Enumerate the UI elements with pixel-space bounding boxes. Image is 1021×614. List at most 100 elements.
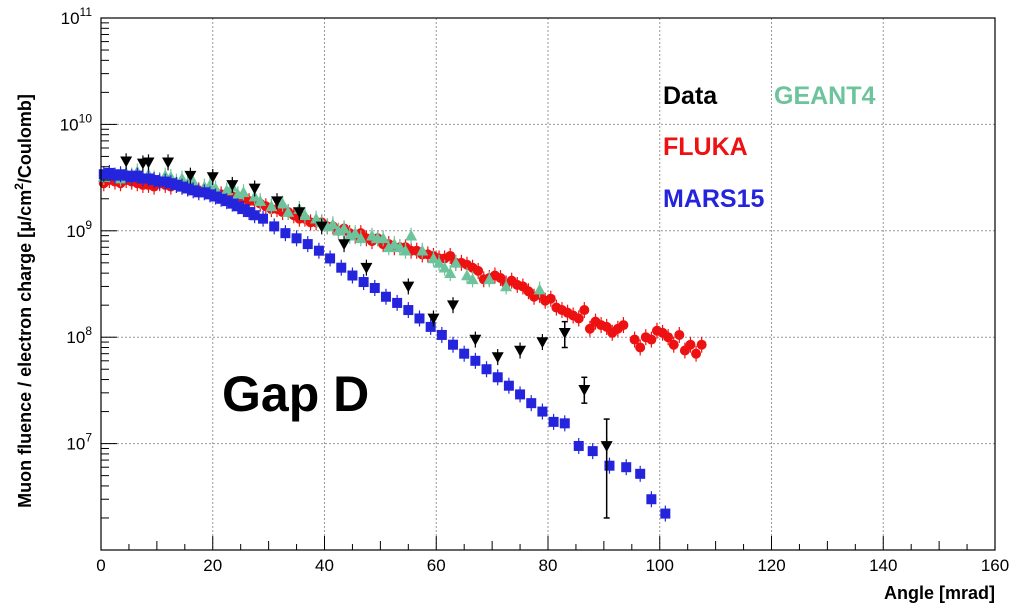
data-point	[587, 446, 598, 457]
data-point	[165, 178, 176, 189]
data-point	[120, 156, 133, 168]
data-point	[326, 218, 339, 230]
data-point	[668, 339, 679, 350]
data-point	[171, 179, 182, 190]
x-tick-label: 140	[869, 556, 897, 575]
data-point	[604, 460, 615, 471]
data-point	[399, 244, 412, 256]
data-point	[448, 339, 459, 350]
series-mars15	[98, 164, 671, 522]
data-point	[248, 183, 261, 195]
tick-labels: 0 20 40 60 80 100 120 140 160 107 108 109 1010 1011	[60, 5, 1009, 575]
data-point	[338, 239, 351, 251]
data-point	[226, 180, 239, 191]
data-point	[377, 232, 390, 244]
data-point	[646, 494, 657, 505]
x-axis-title: Angle [mrad]	[884, 583, 995, 603]
x-tick-label: 120	[757, 556, 785, 575]
data-point	[646, 334, 657, 345]
data-point	[548, 416, 559, 427]
x-tick-label: 100	[646, 556, 674, 575]
data-point	[503, 380, 514, 391]
data-point	[336, 262, 347, 273]
series-data	[120, 153, 613, 519]
y-tick-label: 109	[66, 218, 92, 241]
data-point	[492, 372, 503, 383]
data-point	[313, 245, 324, 256]
data-point	[154, 176, 165, 187]
data-point	[447, 300, 460, 312]
data-point	[349, 227, 362, 238]
x-tick-label: 60	[427, 556, 446, 575]
data-point	[310, 212, 323, 224]
data-point	[360, 262, 373, 274]
data-point	[237, 186, 250, 198]
data-point	[258, 213, 269, 224]
data-point	[470, 355, 481, 366]
data-point	[500, 280, 513, 292]
y-tick-label: 1010	[60, 111, 93, 134]
data-point	[449, 256, 462, 268]
data-point	[162, 157, 175, 169]
data-point	[271, 196, 284, 208]
data-point	[427, 252, 440, 264]
data-point	[536, 337, 549, 349]
data-point	[265, 200, 278, 212]
data-point	[325, 253, 336, 264]
data-point	[210, 191, 221, 202]
data-point	[674, 329, 685, 340]
axes	[100, 17, 996, 551]
data-point	[369, 283, 380, 294]
data-point	[249, 210, 260, 221]
data-point	[302, 239, 313, 250]
data-point	[425, 321, 436, 332]
data-point	[618, 320, 629, 331]
data-point	[291, 233, 302, 244]
y-tick-label: 107	[66, 431, 92, 454]
data-point	[104, 167, 115, 178]
data-point	[276, 197, 289, 209]
data-point	[354, 232, 367, 244]
data-point	[254, 195, 267, 206]
data-point	[414, 313, 425, 324]
data-point	[204, 189, 215, 200]
data-point	[438, 261, 451, 273]
data-point	[203, 178, 216, 190]
data-point	[115, 169, 126, 180]
data-point	[573, 440, 584, 451]
data-point	[559, 418, 570, 429]
data-point	[459, 348, 470, 359]
data-point	[696, 339, 707, 350]
data-point	[232, 201, 243, 212]
data-point	[143, 173, 154, 184]
data-point	[392, 297, 403, 308]
data-point	[221, 196, 232, 207]
data-point	[635, 468, 646, 479]
data-point	[621, 462, 632, 473]
y-axis-title: Muon fluence / electron charge [μ/cm2/Co…	[12, 94, 35, 508]
data-point	[227, 198, 238, 209]
data-point	[182, 183, 193, 194]
data-marks	[97, 153, 707, 522]
data-point	[160, 176, 171, 187]
data-point	[315, 221, 328, 233]
data-point	[573, 313, 584, 324]
data-point	[685, 339, 696, 350]
data-point	[358, 277, 369, 288]
data-point	[416, 244, 429, 256]
data-point	[491, 352, 504, 364]
data-point	[403, 305, 414, 316]
data-point	[405, 229, 418, 241]
legend-label-mars15: MARS15	[663, 185, 765, 213]
data-point	[177, 181, 188, 192]
data-point	[526, 398, 537, 409]
legend-label-geant4: GEANT4	[774, 82, 876, 110]
data-point	[635, 342, 646, 353]
data-point	[298, 209, 311, 221]
data-point	[382, 241, 395, 253]
data-point	[481, 364, 492, 375]
data-point	[199, 187, 210, 198]
x-tick-label: 80	[539, 556, 558, 575]
data-point	[460, 269, 473, 281]
